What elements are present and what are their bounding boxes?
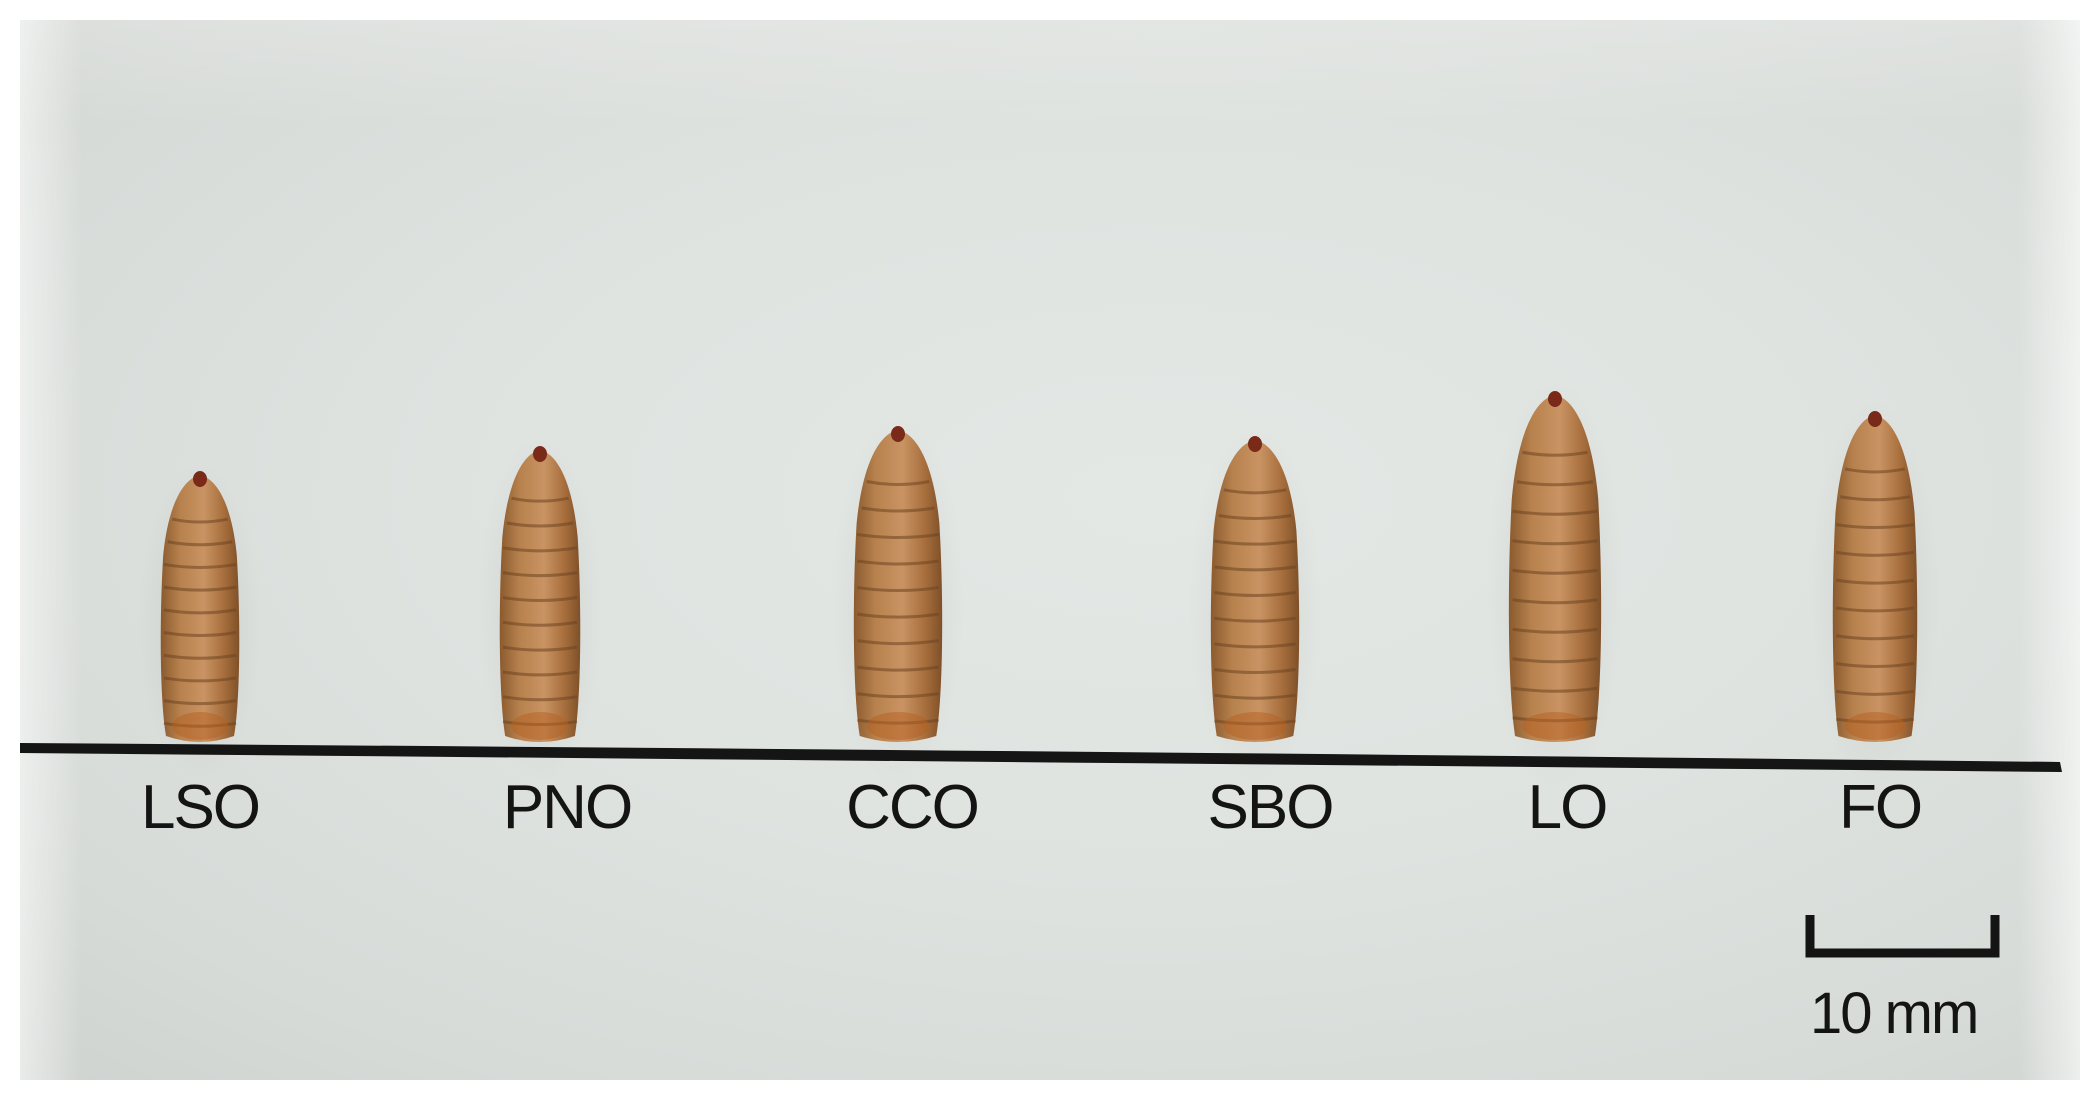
specimen-label-sbo: SBO <box>1207 773 1335 842</box>
larva-lo <box>1486 377 1624 795</box>
scale-bar-label: 10 mm <box>1810 981 1979 1046</box>
specimen-label-cco: CCO <box>846 773 980 842</box>
larva-lso <box>138 461 262 783</box>
specimen-label-lso: LSO <box>140 773 261 842</box>
larvae-illustration <box>20 377 2062 795</box>
baseline-line <box>20 743 2062 772</box>
larva-pno <box>477 435 603 786</box>
specimen-label-pno: PNO <box>502 773 633 842</box>
photo-background: LSO PNO CCO SBO LO FO 10 mm <box>20 20 2080 1080</box>
larva-fo <box>1810 398 1940 792</box>
larva-cco <box>831 414 965 789</box>
larva-sbo <box>1188 424 1322 788</box>
specimen-label-lo: LO <box>1527 773 1609 842</box>
specimen-label-fo: FO <box>1838 773 1923 842</box>
scale-bar <box>1805 915 2000 958</box>
